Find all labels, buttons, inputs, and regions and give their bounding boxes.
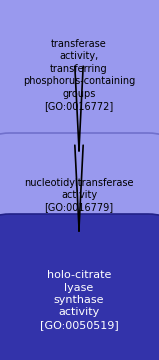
- Text: nucleotidyltransferase
activity
[GO:0016779]: nucleotidyltransferase activity [GO:0016…: [24, 177, 134, 212]
- Text: holo-citrate
lyase
synthase
activity
[GO:0050519]: holo-citrate lyase synthase activity [GO…: [40, 270, 118, 330]
- FancyBboxPatch shape: [0, 214, 159, 360]
- FancyBboxPatch shape: [0, 0, 159, 203]
- Text: transferase
activity,
transferring
phosphorus-containing
groups
[GO:0016772]: transferase activity, transferring phosp…: [23, 39, 135, 111]
- FancyBboxPatch shape: [0, 133, 159, 257]
